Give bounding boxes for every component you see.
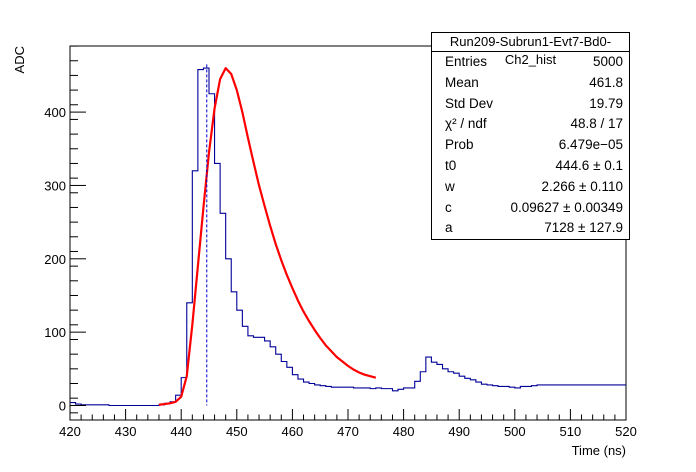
stats-box: Run209-Subrun1-Evt7-Bd0-Ch2_hist Entries…	[431, 32, 630, 241]
stats-label: a	[445, 220, 453, 236]
fit-curve-layer	[158, 66, 377, 406]
stats-value: 48.8 / 17	[570, 116, 623, 132]
stats-label: Mean	[445, 74, 479, 90]
stats-label: c	[445, 199, 452, 215]
stats-row: χ² / ndf 48.8 / 17	[432, 114, 629, 135]
x-axis-title: Time (ns)	[572, 443, 626, 458]
stats-row: Prob 6.479e−05	[432, 135, 629, 156]
axes: 420 430 440 450 460 470 480 490 500 510 520 0 100 200…	[44, 45, 637, 439]
stats-label: w	[445, 178, 455, 194]
y-tick-label: 0	[59, 399, 66, 414]
stats-label: t0	[445, 157, 457, 173]
x-tick-label: 460	[282, 424, 304, 439]
x-tick-label: 490	[448, 424, 470, 439]
x-tick-label: 430	[115, 424, 137, 439]
x-tick-label: 500	[504, 424, 526, 439]
stats-row: t0 444.6 ± 0.1	[432, 156, 629, 177]
stats-value: 6.479e−05	[558, 137, 623, 153]
y-tick-label: 300	[44, 178, 66, 193]
stats-label: χ² / ndf	[445, 116, 487, 132]
stats-value: 444.6 ± 0.1	[555, 157, 623, 173]
stats-value: 2.266 ± 0.110	[541, 178, 623, 194]
stats-value: 0.09627 ± 0.00349	[510, 199, 623, 215]
x-tick-label: 440	[170, 424, 192, 439]
stats-row: a 7128 ± 127.9	[432, 218, 629, 239]
stats-value: 19.79	[589, 95, 623, 111]
stats-title: Run209-Subrun1-Evt7-Bd0-Ch2_hist	[432, 33, 629, 67]
stats-value: 7128 ± 127.9	[544, 220, 623, 236]
y-tick-label: 100	[44, 325, 66, 340]
y-tick-label: 200	[44, 252, 66, 267]
x-tick-label: 450	[226, 424, 248, 439]
stats-row: w 2.266 ± 0.110	[432, 177, 629, 198]
x-tick-label: 470	[337, 424, 359, 439]
x-tick-label: 510	[560, 424, 582, 439]
fit-curve	[158, 66, 377, 406]
stats-row: c 0.09627 ± 0.00349	[432, 198, 629, 219]
y-axis-title: ADC	[12, 46, 27, 73]
stats-rows: Entries 5000 Mean 461.8 Std Dev 19.79 χ² / ndf…	[432, 52, 629, 239]
stats-row: Mean 461.8	[432, 73, 629, 94]
stats-value: 461.8	[589, 74, 623, 90]
stats-value: 5000	[592, 54, 623, 69]
stats-label: Prob	[445, 137, 474, 153]
stats-row: Std Dev 19.79	[432, 94, 629, 115]
x-tick-label: 420	[59, 424, 81, 439]
stats-row: Entries 5000	[432, 52, 629, 73]
stats-label: Std Dev	[445, 95, 494, 111]
stats-label: Entries	[445, 54, 488, 69]
y-tick-label: 400	[44, 105, 66, 120]
x-tick-label: 520	[615, 424, 637, 439]
x-tick-label: 480	[393, 424, 415, 439]
